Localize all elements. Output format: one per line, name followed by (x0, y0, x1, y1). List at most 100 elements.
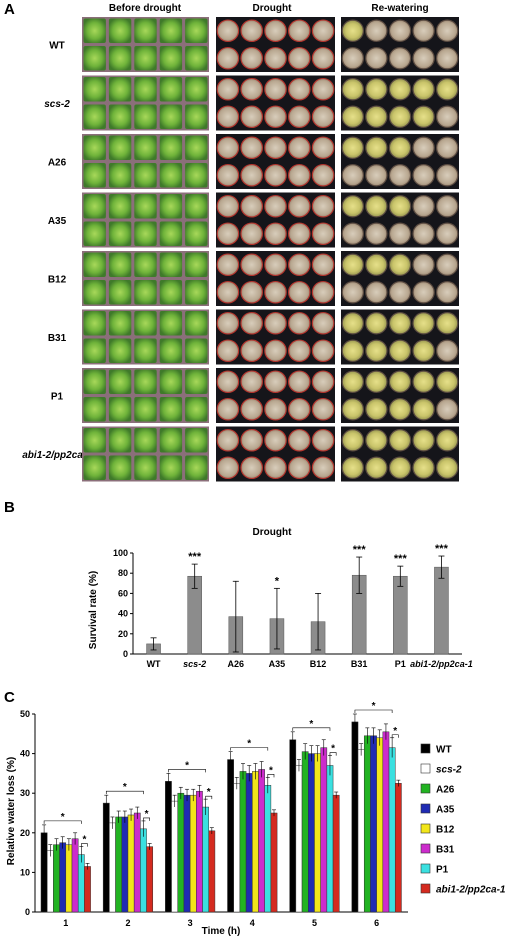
chart-b-title: Drought (253, 527, 293, 538)
y-tick-label: 60 (118, 588, 128, 598)
plant-pot (264, 339, 287, 363)
legend-label-5: B12 (436, 825, 455, 836)
plant-pot (287, 253, 311, 277)
bar-scs-2-4 (233, 783, 241, 913)
plant-pot (365, 19, 388, 42)
plant-pot (412, 78, 435, 101)
genotype-row-labels: WT scs-2 A26 A35 B12 B31 P1 abi1-2/pp2ca-1 (22, 41, 92, 462)
x-tick-label: 3 (188, 918, 193, 928)
seedling-pot (134, 455, 157, 480)
drought-photo-row-6 (216, 309, 335, 365)
drought-photo-row-7 (216, 368, 335, 423)
x-tick-label: A35 (269, 659, 286, 669)
plant-pot (388, 281, 412, 304)
panel-a: A Before drought Drought Re-watering WT s… (4, 1, 459, 482)
plant-pot (264, 77, 287, 101)
plant-pot (216, 136, 240, 160)
plant-pot (216, 339, 240, 363)
plant-pot (365, 339, 388, 362)
before-photo-row-5 (82, 251, 209, 306)
plant-pot (264, 456, 287, 480)
plant-pot (341, 253, 364, 276)
seedling-pot (185, 77, 208, 102)
plant-pot (240, 163, 263, 187)
plant-pot (264, 105, 287, 129)
plant-pot (240, 105, 263, 129)
significance-label: * (145, 809, 149, 820)
plant-pot (436, 312, 459, 335)
x-tick-label: 2 (125, 918, 130, 928)
plant-pot (412, 339, 435, 362)
before-photo-row-1 (82, 17, 209, 72)
water-loss-legend: WT scs-2 A26 A35 B12 B31 P1 abi1-2/pp2ca-1 (420, 743, 506, 896)
seedling-pot (185, 163, 208, 188)
bar-B31-1 (71, 838, 79, 913)
plant-pot (365, 312, 388, 335)
plant-pot (240, 428, 263, 452)
bar-A35-6 (370, 735, 377, 913)
bar-abi1-2/pp2ca-1 (434, 566, 449, 655)
legend-label-8: abi1-2/pp2ca-1 (436, 885, 506, 896)
plant-pot (341, 78, 364, 101)
bar-WT-2 (102, 802, 110, 913)
significance-bracket (329, 752, 337, 756)
bar-scs-2-2 (109, 822, 116, 913)
plant-pot (311, 456, 335, 480)
plant-pot (341, 19, 364, 42)
seedling-pot (134, 135, 157, 160)
seedling-pot (108, 46, 132, 71)
plant-pot (412, 253, 435, 276)
y-tick-label: 0 (123, 649, 128, 659)
plant-pot (412, 456, 435, 479)
significance-label: * (309, 719, 313, 730)
plant-pot (436, 339, 459, 362)
bar-B12-1 (65, 844, 73, 913)
plant-pot (436, 136, 459, 159)
plant-pot (436, 456, 459, 479)
x-tick-label: 6 (374, 918, 379, 928)
bar-abi1-2/pp2ca-1-1 (84, 866, 91, 913)
seedling-pot (185, 104, 208, 129)
plant-pot (436, 281, 459, 304)
seedling-pot (83, 194, 106, 219)
bar-A26-5 (301, 751, 309, 913)
bar-A26-2 (115, 816, 123, 913)
plant-pot (240, 456, 263, 480)
x-tick-label: 4 (250, 918, 255, 928)
bar-WT-6 (351, 721, 359, 913)
plant-pot (341, 105, 364, 128)
plant-pot (287, 456, 311, 480)
panel-a-label: A (4, 1, 15, 18)
plant-pot (240, 77, 263, 101)
significance-bracket (81, 843, 88, 847)
plant-pot (412, 312, 435, 335)
seedling-pot (134, 397, 157, 422)
bar-scs-2-1 (46, 850, 54, 913)
legend-label-1: WT (436, 745, 452, 756)
significance-label: * (247, 739, 251, 750)
plant-pot (264, 370, 287, 394)
column-header-before-drought: Before drought (109, 3, 182, 14)
plant-pot (311, 46, 335, 70)
plant-pot (216, 19, 240, 43)
significance-bracket (105, 790, 144, 795)
plant-pot (311, 311, 335, 335)
plant-pot (388, 370, 412, 393)
plant-pot (412, 429, 435, 452)
plant-pot (311, 339, 335, 363)
seedling-pot (159, 18, 183, 43)
bar-B31-3 (196, 790, 203, 913)
x-tick-label: WT (147, 659, 161, 669)
rewater-photo-row-4 (341, 192, 459, 248)
bar-WT-5 (289, 739, 297, 913)
seedling-pot (108, 104, 132, 129)
survival-rate-chart: 0 20 40 60 80 100 WT *** scs-2 A26 * A35 B12 *** B31 **… (113, 543, 473, 669)
plant-pot (436, 253, 459, 276)
plant-pot (240, 370, 263, 394)
bar-WT-1 (40, 832, 48, 913)
plant-pot (264, 19, 287, 43)
chart-c-ylabel: Relative water loss (%) (6, 757, 17, 865)
bar-B31-5 (320, 747, 328, 913)
bar-A26-6 (363, 735, 371, 913)
significance-label: * (372, 701, 376, 712)
